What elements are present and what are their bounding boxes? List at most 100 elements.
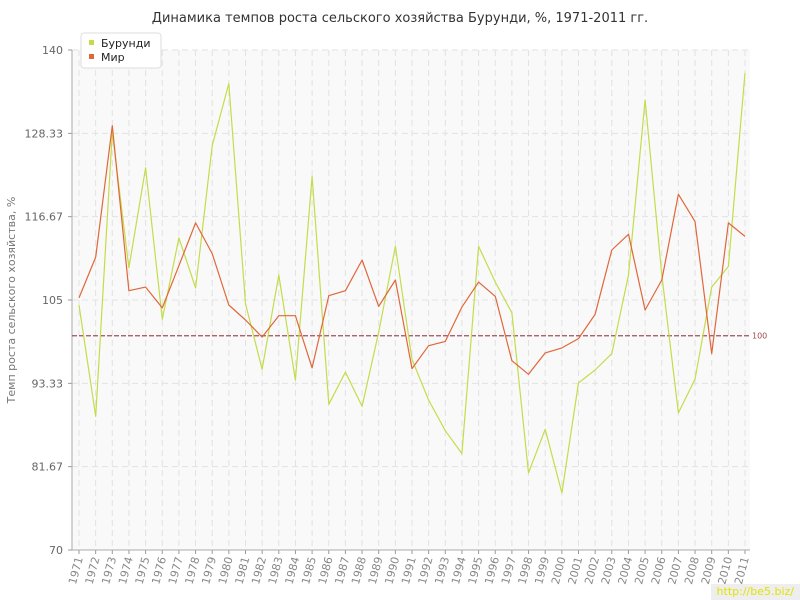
data-point (528, 472, 530, 474)
x-tick-label: 2011 (732, 555, 752, 585)
data-point (378, 305, 380, 307)
data-point (694, 220, 696, 222)
data-point (711, 353, 713, 355)
data-point (644, 309, 646, 311)
data-point (378, 331, 380, 333)
data-point (561, 492, 563, 494)
series-2 (78, 125, 746, 375)
data-point (428, 345, 430, 347)
data-point (628, 233, 630, 235)
data-point (161, 307, 163, 309)
data-point (95, 415, 97, 417)
data-point (744, 72, 746, 74)
data-point (544, 352, 546, 354)
data-point (444, 430, 446, 432)
data-point (95, 256, 97, 258)
reference-line-label: 100 (752, 332, 767, 341)
data-point (161, 318, 163, 320)
data-point (361, 259, 363, 261)
data-point (178, 237, 180, 239)
y-tick-label: 93.33 (32, 377, 64, 390)
data-point (711, 286, 713, 288)
y-tick-label: 140 (42, 44, 63, 57)
series-line (78, 72, 746, 494)
data-point (644, 99, 646, 101)
data-point (727, 222, 729, 224)
data-point (594, 313, 596, 315)
series-1 (78, 72, 746, 494)
data-point (211, 145, 213, 147)
legend-swatch (89, 40, 94, 45)
data-point (461, 306, 463, 308)
data-point (411, 358, 413, 360)
data-point (494, 281, 496, 283)
data-point (111, 125, 113, 127)
data-point (461, 453, 463, 455)
data-point (328, 403, 330, 405)
data-point (145, 167, 147, 169)
data-point (278, 274, 280, 276)
data-point (294, 315, 296, 317)
data-point (361, 405, 363, 407)
data-point (544, 428, 546, 430)
data-point (578, 338, 580, 340)
data-point (727, 265, 729, 267)
data-point (528, 373, 530, 375)
data-point (394, 279, 396, 281)
data-point (744, 235, 746, 237)
y-axis-label: Темп роста сельского хозяйства, % (5, 197, 18, 405)
data-point (561, 347, 563, 349)
y-tick-label: 105 (42, 294, 63, 307)
data-point (661, 279, 663, 281)
data-point (677, 412, 679, 414)
legend-box (80, 32, 162, 69)
data-point (578, 382, 580, 384)
data-point (694, 378, 696, 380)
data-point (611, 353, 613, 355)
data-point (344, 371, 346, 373)
data-point (278, 315, 280, 317)
y-tick-label: 128.33 (25, 127, 64, 140)
chart-title: Динамика темпов роста сельского хозяйств… (152, 11, 648, 26)
data-point (628, 274, 630, 276)
data-point (394, 245, 396, 247)
data-point (444, 340, 446, 342)
data-point (245, 303, 247, 305)
data-point (478, 281, 480, 283)
y-tick-label: 70 (49, 544, 63, 557)
y-tick-label: 116.67 (25, 211, 64, 224)
data-point (145, 286, 147, 288)
data-point (261, 368, 263, 370)
legend-label: Мир (101, 51, 125, 64)
data-point (128, 290, 130, 292)
data-point (195, 287, 197, 289)
series-line (78, 125, 746, 375)
reference-line-group: 100 (72, 332, 767, 341)
data-point (594, 369, 596, 371)
data-point (294, 379, 296, 381)
series-layer (78, 72, 746, 494)
data-point (677, 193, 679, 195)
axes: 1971197219731974197519761977197819791980… (25, 44, 752, 586)
data-point (211, 253, 213, 255)
data-point (344, 290, 346, 292)
data-point (178, 265, 180, 267)
data-point (195, 222, 197, 224)
data-point (511, 360, 513, 362)
data-point (478, 245, 480, 247)
data-point (228, 83, 230, 85)
data-point (411, 368, 413, 370)
data-point (245, 319, 247, 321)
legend-swatch (89, 54, 94, 59)
data-point (328, 295, 330, 297)
watermark: http://be5.biz/ (710, 584, 800, 600)
data-point (311, 367, 313, 369)
data-point (511, 312, 513, 314)
legend-label: Бурунди (101, 37, 151, 50)
data-point (261, 336, 263, 338)
y-tick-label: 81.67 (32, 461, 64, 474)
data-point (78, 297, 80, 299)
data-point (611, 249, 613, 251)
